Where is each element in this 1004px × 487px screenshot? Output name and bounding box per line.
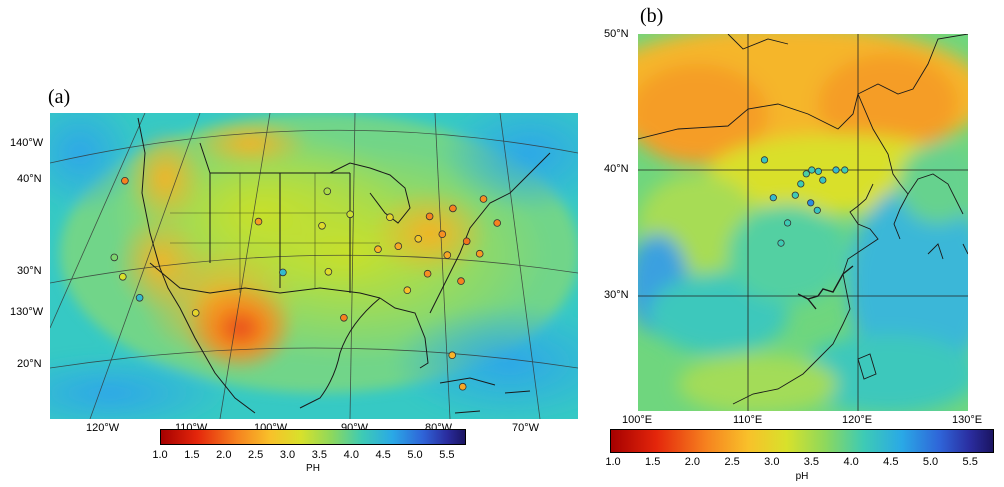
panel-b-label: (b) (640, 5, 664, 27)
panel-a-colorbar (160, 429, 466, 445)
panel-a-label-20n: 20°N (17, 358, 42, 370)
station-marker-a-15 (403, 286, 412, 295)
station-marker-a-13 (386, 213, 394, 221)
station-marker-a-9 (324, 268, 333, 276)
station-marker-b-12 (784, 219, 792, 227)
station-marker-a-26 (493, 219, 502, 227)
panel-b-lat-50n: 50°N (604, 28, 629, 40)
panel-a-colorbar-tick-0: 1.0 (152, 449, 168, 461)
station-marker-a-19 (438, 230, 447, 238)
station-marker-b-6 (841, 166, 849, 174)
panel-b-colorbar-tick-2: 2.0 (684, 456, 701, 468)
station-marker-a-17 (423, 269, 432, 278)
panel-a-colorbar-tick-5: 3.5 (311, 449, 328, 461)
station-marker-a-10 (340, 314, 348, 322)
station-marker-a-1 (110, 253, 119, 262)
station-marker-a-3 (135, 294, 144, 302)
panel-b-colorbar-tick-1: 1.5 (645, 456, 661, 468)
station-marker-a-11 (346, 210, 355, 219)
panel-b-colorbar-tick-9: 5.5 (962, 456, 978, 468)
station-marker-a-2 (119, 273, 127, 281)
station-marker-b-3 (814, 167, 822, 175)
station-marker-a-27 (448, 351, 457, 360)
panel-a-colorbar-title: PH (306, 463, 320, 474)
panel-b-lat-30n: 30°N (604, 289, 629, 301)
panel-b-colorbar-tick-7: 4.5 (883, 456, 899, 468)
station-marker-b-11 (813, 206, 821, 214)
station-marker-b-8 (769, 194, 777, 202)
panel-b-lon-100e: 100°E (622, 414, 653, 426)
station-marker-b-7 (797, 180, 805, 188)
station-marker-a-6 (279, 268, 287, 277)
station-marker-b-9 (791, 191, 799, 199)
panel-b-lat-40n: 40°N (604, 163, 629, 175)
panel-b-colorbar-tick-8: 5.0 (922, 456, 939, 468)
panel-b-colorbar-title: pH (795, 471, 809, 482)
station-marker-b-10 (807, 199, 815, 207)
panel-a-colorbar-tick-9: 5.5 (439, 449, 455, 461)
panel-a-colorbar-tick-8: 5.0 (407, 449, 423, 461)
station-marker-a-14 (394, 242, 403, 251)
panel-a-colorbar-tick-7: 4.5 (375, 449, 391, 461)
station-marker-b-1 (802, 170, 810, 178)
panel-b-colorbar-tick-0: 1.0 (605, 456, 621, 468)
panel-b-colorbar-tick-6: 4.0 (843, 456, 859, 468)
panel-b-lon-130e: 130°E (952, 414, 983, 426)
panel-a-label-130w: 130°W (10, 306, 44, 318)
north-america-map (50, 113, 578, 419)
station-marker-b-0 (760, 156, 769, 164)
station-marker-a-18 (425, 212, 434, 221)
panel-a-colorbar-tick-3: 2.5 (247, 449, 264, 461)
panel-a-label-140w: 140°W (10, 137, 44, 149)
station-marker-b-2 (808, 166, 816, 174)
station-marker-b-4 (819, 176, 827, 184)
panel-a-label-40n: 40°N (17, 173, 42, 185)
station-marker-a-23 (462, 237, 471, 246)
panel-a-label: (a) (48, 86, 71, 108)
station-marker-a-22 (457, 277, 465, 285)
panel-a-colorbar-tick-2: 2.0 (216, 449, 232, 461)
station-marker-a-5 (254, 217, 263, 226)
station-marker-a-25 (479, 195, 488, 203)
station-marker-a-24 (475, 249, 484, 258)
panel-b-lon-120e: 120°E (842, 414, 873, 426)
panel-a-colorbar-tick-6: 4.0 (343, 449, 359, 461)
panel-a-colorbar-tick-4: 3.0 (279, 449, 296, 461)
station-marker-a-7 (323, 187, 332, 196)
panel-b-colorbar-tick-3: 2.5 (724, 456, 740, 468)
station-marker-a-28 (458, 382, 467, 391)
station-marker-b-13 (777, 239, 785, 247)
panel-b-lon-110e: 110°E (733, 414, 763, 426)
station-marker-a-4 (191, 309, 200, 317)
station-marker-a-8 (318, 222, 326, 230)
station-marker-a-0 (121, 177, 129, 185)
panel-a-lon-70w: 70°W (512, 422, 540, 434)
station-marker-b-5 (832, 166, 840, 174)
panel-b-colorbar (610, 429, 994, 453)
china-map (638, 34, 968, 411)
station-marker-a-16 (414, 235, 423, 243)
station-marker-a-21 (449, 204, 457, 213)
station-marker-a-12 (374, 245, 382, 254)
panel-b-colorbar-tick-4: 3.0 (764, 456, 780, 468)
station-marker-a-20 (443, 251, 452, 259)
panel-b-colorbar-tick-5: 3.5 (803, 456, 820, 468)
panel-a-label-30n: 30°N (17, 265, 42, 277)
panel-a-lon-120w: 120°W (86, 422, 120, 434)
panel-a-colorbar-tick-1: 1.5 (184, 449, 200, 461)
